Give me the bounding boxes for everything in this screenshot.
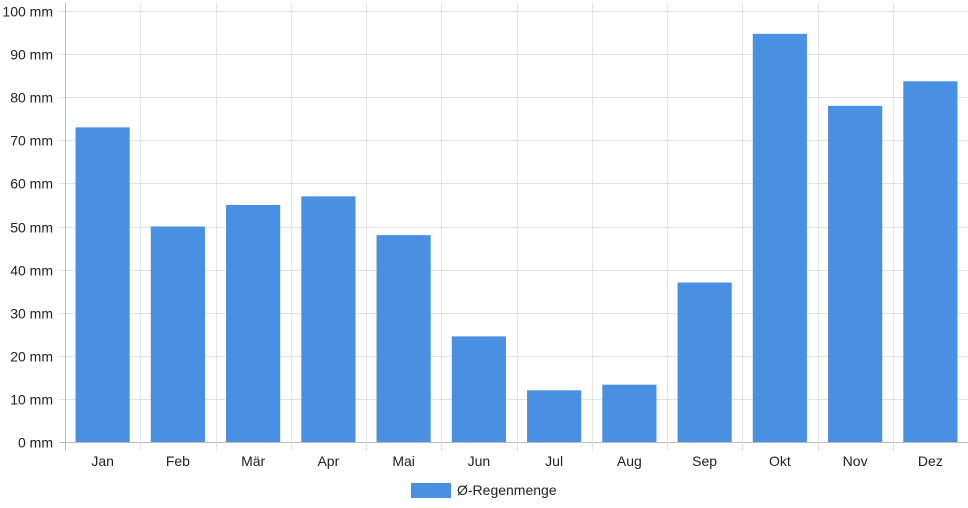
- y-tick-label: 70 mm: [10, 133, 53, 149]
- x-tick-label: Jan: [91, 453, 114, 469]
- y-tick-label: 90 mm: [10, 47, 53, 63]
- bar-jul[interactable]: [527, 390, 582, 442]
- bar-apr[interactable]: [301, 196, 356, 442]
- bar-okt[interactable]: [752, 33, 807, 443]
- x-tick-label: Jun: [468, 453, 491, 469]
- legend-label[interactable]: Ø-Regenmenge: [457, 482, 557, 498]
- x-tick-label: Mär: [241, 453, 265, 469]
- x-tick-label: Okt: [769, 453, 791, 469]
- legend-swatch[interactable]: [411, 483, 451, 498]
- grid-layer: [59, 3, 968, 451]
- x-tick-label: Nov: [843, 453, 868, 469]
- x-tick-label: Dez: [918, 453, 943, 469]
- y-tick-label: 40 mm: [10, 263, 53, 279]
- y-tick-label: 20 mm: [10, 349, 53, 365]
- y-tick-label: 60 mm: [10, 176, 53, 192]
- bar-mai[interactable]: [376, 235, 431, 442]
- bar-sep[interactable]: [677, 282, 732, 442]
- bar-aug[interactable]: [602, 384, 657, 442]
- y-tick-label: 0 mm: [18, 435, 53, 451]
- bar-feb[interactable]: [150, 226, 205, 443]
- y-tick-label: 100 mm: [2, 4, 53, 20]
- y-tick-label: 10 mm: [10, 392, 53, 408]
- x-tick-label: Aug: [617, 453, 642, 469]
- x-tick-label: Sep: [692, 453, 717, 469]
- bar-dez[interactable]: [903, 81, 958, 443]
- y-tick-label: 30 mm: [10, 306, 53, 322]
- bar-jun[interactable]: [451, 336, 506, 442]
- x-tick-label: Apr: [317, 453, 339, 469]
- bar-jan[interactable]: [75, 127, 130, 443]
- y-tick-label: 80 mm: [10, 90, 53, 106]
- x-tick-label: Mai: [392, 453, 415, 469]
- y-tick-label: 50 mm: [10, 220, 53, 236]
- axis-layer: 0 mm 10 mm 20 mm 30 mm 40 mm 50 mm 60 mm 70 mm 8…: [2, 4, 942, 470]
- legend[interactable]: Ø-Regenmenge: [411, 482, 557, 498]
- x-tick-label: Jul: [545, 453, 563, 469]
- bar-mär[interactable]: [226, 204, 281, 442]
- x-tick-label: Feb: [166, 453, 190, 469]
- bar-nov[interactable]: [828, 105, 883, 442]
- bars-layer: [75, 33, 958, 443]
